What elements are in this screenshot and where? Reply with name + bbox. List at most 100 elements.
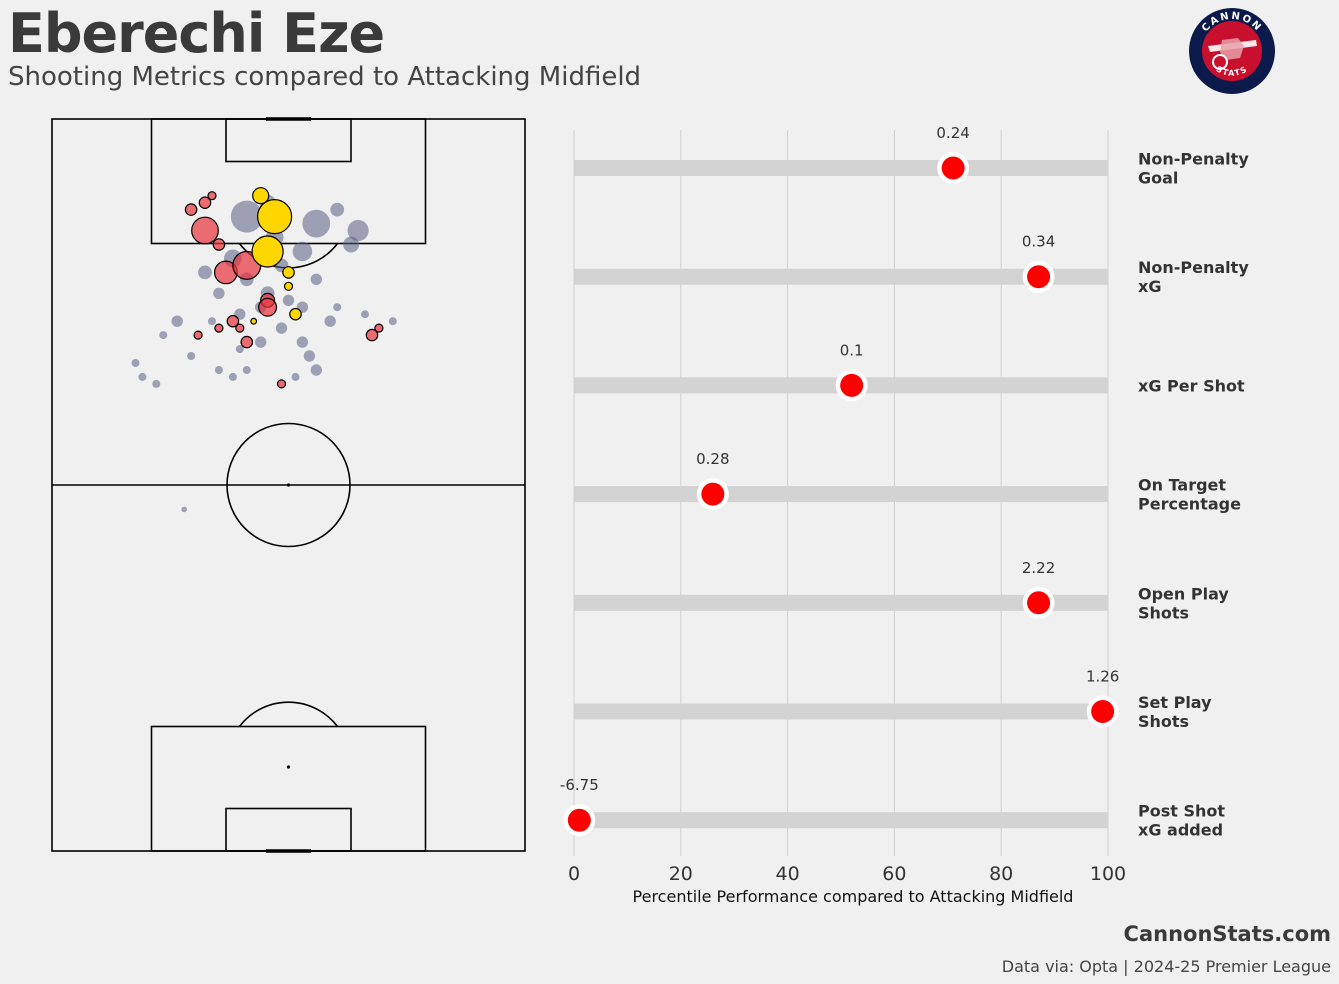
category-label: On Target Percentage <box>1138 476 1241 514</box>
logo-bottom-textpath: STATS <box>1215 64 1248 77</box>
shot-point-other <box>310 364 322 376</box>
shot-point-other <box>159 331 168 340</box>
shot-point-eze <box>214 323 224 333</box>
shot-point-other <box>208 317 216 326</box>
shot-point-other <box>171 315 183 327</box>
x-tick-label: 20 <box>669 863 693 885</box>
shot-point-other <box>282 294 295 306</box>
category-label-line: Open Play <box>1138 584 1229 603</box>
x-tick-label: 60 <box>882 863 906 885</box>
category-label-line: Set Play <box>1138 693 1212 712</box>
data-label: 0.1 <box>840 341 864 359</box>
shot-point-goal <box>251 235 284 268</box>
shot-point-other <box>181 506 187 513</box>
shot-point-goal <box>250 317 258 325</box>
page-subtitle: Shooting Metrics compared to Attacking M… <box>8 62 642 92</box>
category-label: Set Play Shots <box>1138 693 1212 731</box>
top-six-yard-box <box>225 118 352 163</box>
site-credit: CannonStats.com <box>1123 922 1331 946</box>
category-label-line: Shots <box>1138 603 1189 622</box>
shot-point-other <box>275 322 288 334</box>
shot-point-other <box>198 265 212 280</box>
category-label-line: Shots <box>1138 712 1189 731</box>
percentile-marker-fill <box>1091 700 1115 723</box>
category-label-line: Goal <box>1138 169 1178 188</box>
data-source: Data via: Opta | 2024-25 Premier League <box>1001 957 1331 976</box>
bottom-penalty-box <box>150 725 427 852</box>
bar-track <box>574 594 1108 611</box>
shot-point-other <box>230 200 263 233</box>
shot-point-other <box>255 336 267 348</box>
bar-track <box>574 268 1108 285</box>
page-title: Eberechi Eze <box>8 2 385 65</box>
logo-emblem-shape <box>1220 38 1244 60</box>
shot-point-goal <box>252 187 270 205</box>
category-label: Open Play Shots <box>1138 584 1229 622</box>
category-label-line: xG added <box>1138 821 1223 840</box>
percentile-marker-fill <box>1027 265 1051 289</box>
x-tick-labels: 0 20 40 60 80 100 <box>568 863 1126 885</box>
data-label: 1.26 <box>1086 668 1119 686</box>
centre-circle <box>226 422 351 548</box>
shot-point-other <box>310 273 322 285</box>
percentile-marker-fill <box>1027 591 1051 615</box>
percentile-marker-fill <box>701 482 725 506</box>
shot-point-eze <box>226 314 240 328</box>
shot-point-eze <box>240 335 254 349</box>
shot-point-other <box>138 372 147 381</box>
shot-point-eze <box>258 297 278 317</box>
data-label: -6.75 <box>560 776 599 794</box>
shot-point-goal <box>289 307 302 321</box>
shot-points <box>131 187 397 513</box>
shot-point-other <box>388 317 397 326</box>
bottom-six-yard-box <box>225 807 352 852</box>
shot-point-eze <box>212 238 226 251</box>
shot-point-goal <box>283 281 294 291</box>
shot-point-other <box>361 310 369 319</box>
data-label: 0.24 <box>936 124 969 142</box>
shot-point-other <box>152 379 161 388</box>
shot-point-other <box>324 315 336 327</box>
shot-point-goal <box>282 266 295 279</box>
bottom-penalty-arc <box>238 701 339 727</box>
data-label: 0.28 <box>696 450 729 468</box>
logo-bottom-text: STATS <box>1215 64 1250 77</box>
shot-point-eze <box>374 323 384 333</box>
shot-point-other <box>292 241 313 262</box>
shot-point-other <box>303 350 316 362</box>
percentile-marker-fill <box>941 156 965 180</box>
centre-spot <box>286 483 291 487</box>
shot-point-other <box>228 372 237 381</box>
penalty-spot <box>286 765 291 769</box>
shot-point-eze <box>235 323 245 333</box>
category-label-line: On Target <box>1138 476 1226 495</box>
shot-point-eze <box>191 216 219 245</box>
shot-point-other <box>296 336 309 348</box>
category-label-line: xG Per Shot <box>1138 376 1245 395</box>
category-label: Post Shot xG added <box>1138 802 1225 840</box>
x-tick-label: 100 <box>1090 863 1126 885</box>
shot-map-pitch <box>51 117 526 853</box>
shot-point-eze <box>276 379 287 389</box>
shot-point-other <box>343 236 360 253</box>
category-label-line: Post Shot <box>1138 802 1225 821</box>
category-label: Non-Penalty Goal <box>1138 150 1249 188</box>
data-label: 0.34 <box>1022 233 1055 251</box>
x-tick-label: 0 <box>568 863 580 885</box>
shot-point-eze <box>198 196 212 209</box>
category-label-line: Non-Penalty <box>1138 150 1249 169</box>
shot-point-other <box>291 372 300 381</box>
bar-track <box>574 486 1108 503</box>
x-axis-label: Percentile Performance compared to Attac… <box>633 887 1074 906</box>
shot-point-other <box>330 202 345 217</box>
shot-point-other <box>213 287 225 299</box>
data-label: 2.22 <box>1022 559 1055 577</box>
shot-point-other <box>214 366 223 374</box>
shot-point-other <box>302 209 331 238</box>
bar-track <box>574 703 1108 720</box>
x-tick-label: 80 <box>989 863 1013 885</box>
shot-point-eze <box>184 203 198 216</box>
shot-point-eze <box>365 328 379 342</box>
category-label-line: Percentage <box>1138 495 1241 514</box>
